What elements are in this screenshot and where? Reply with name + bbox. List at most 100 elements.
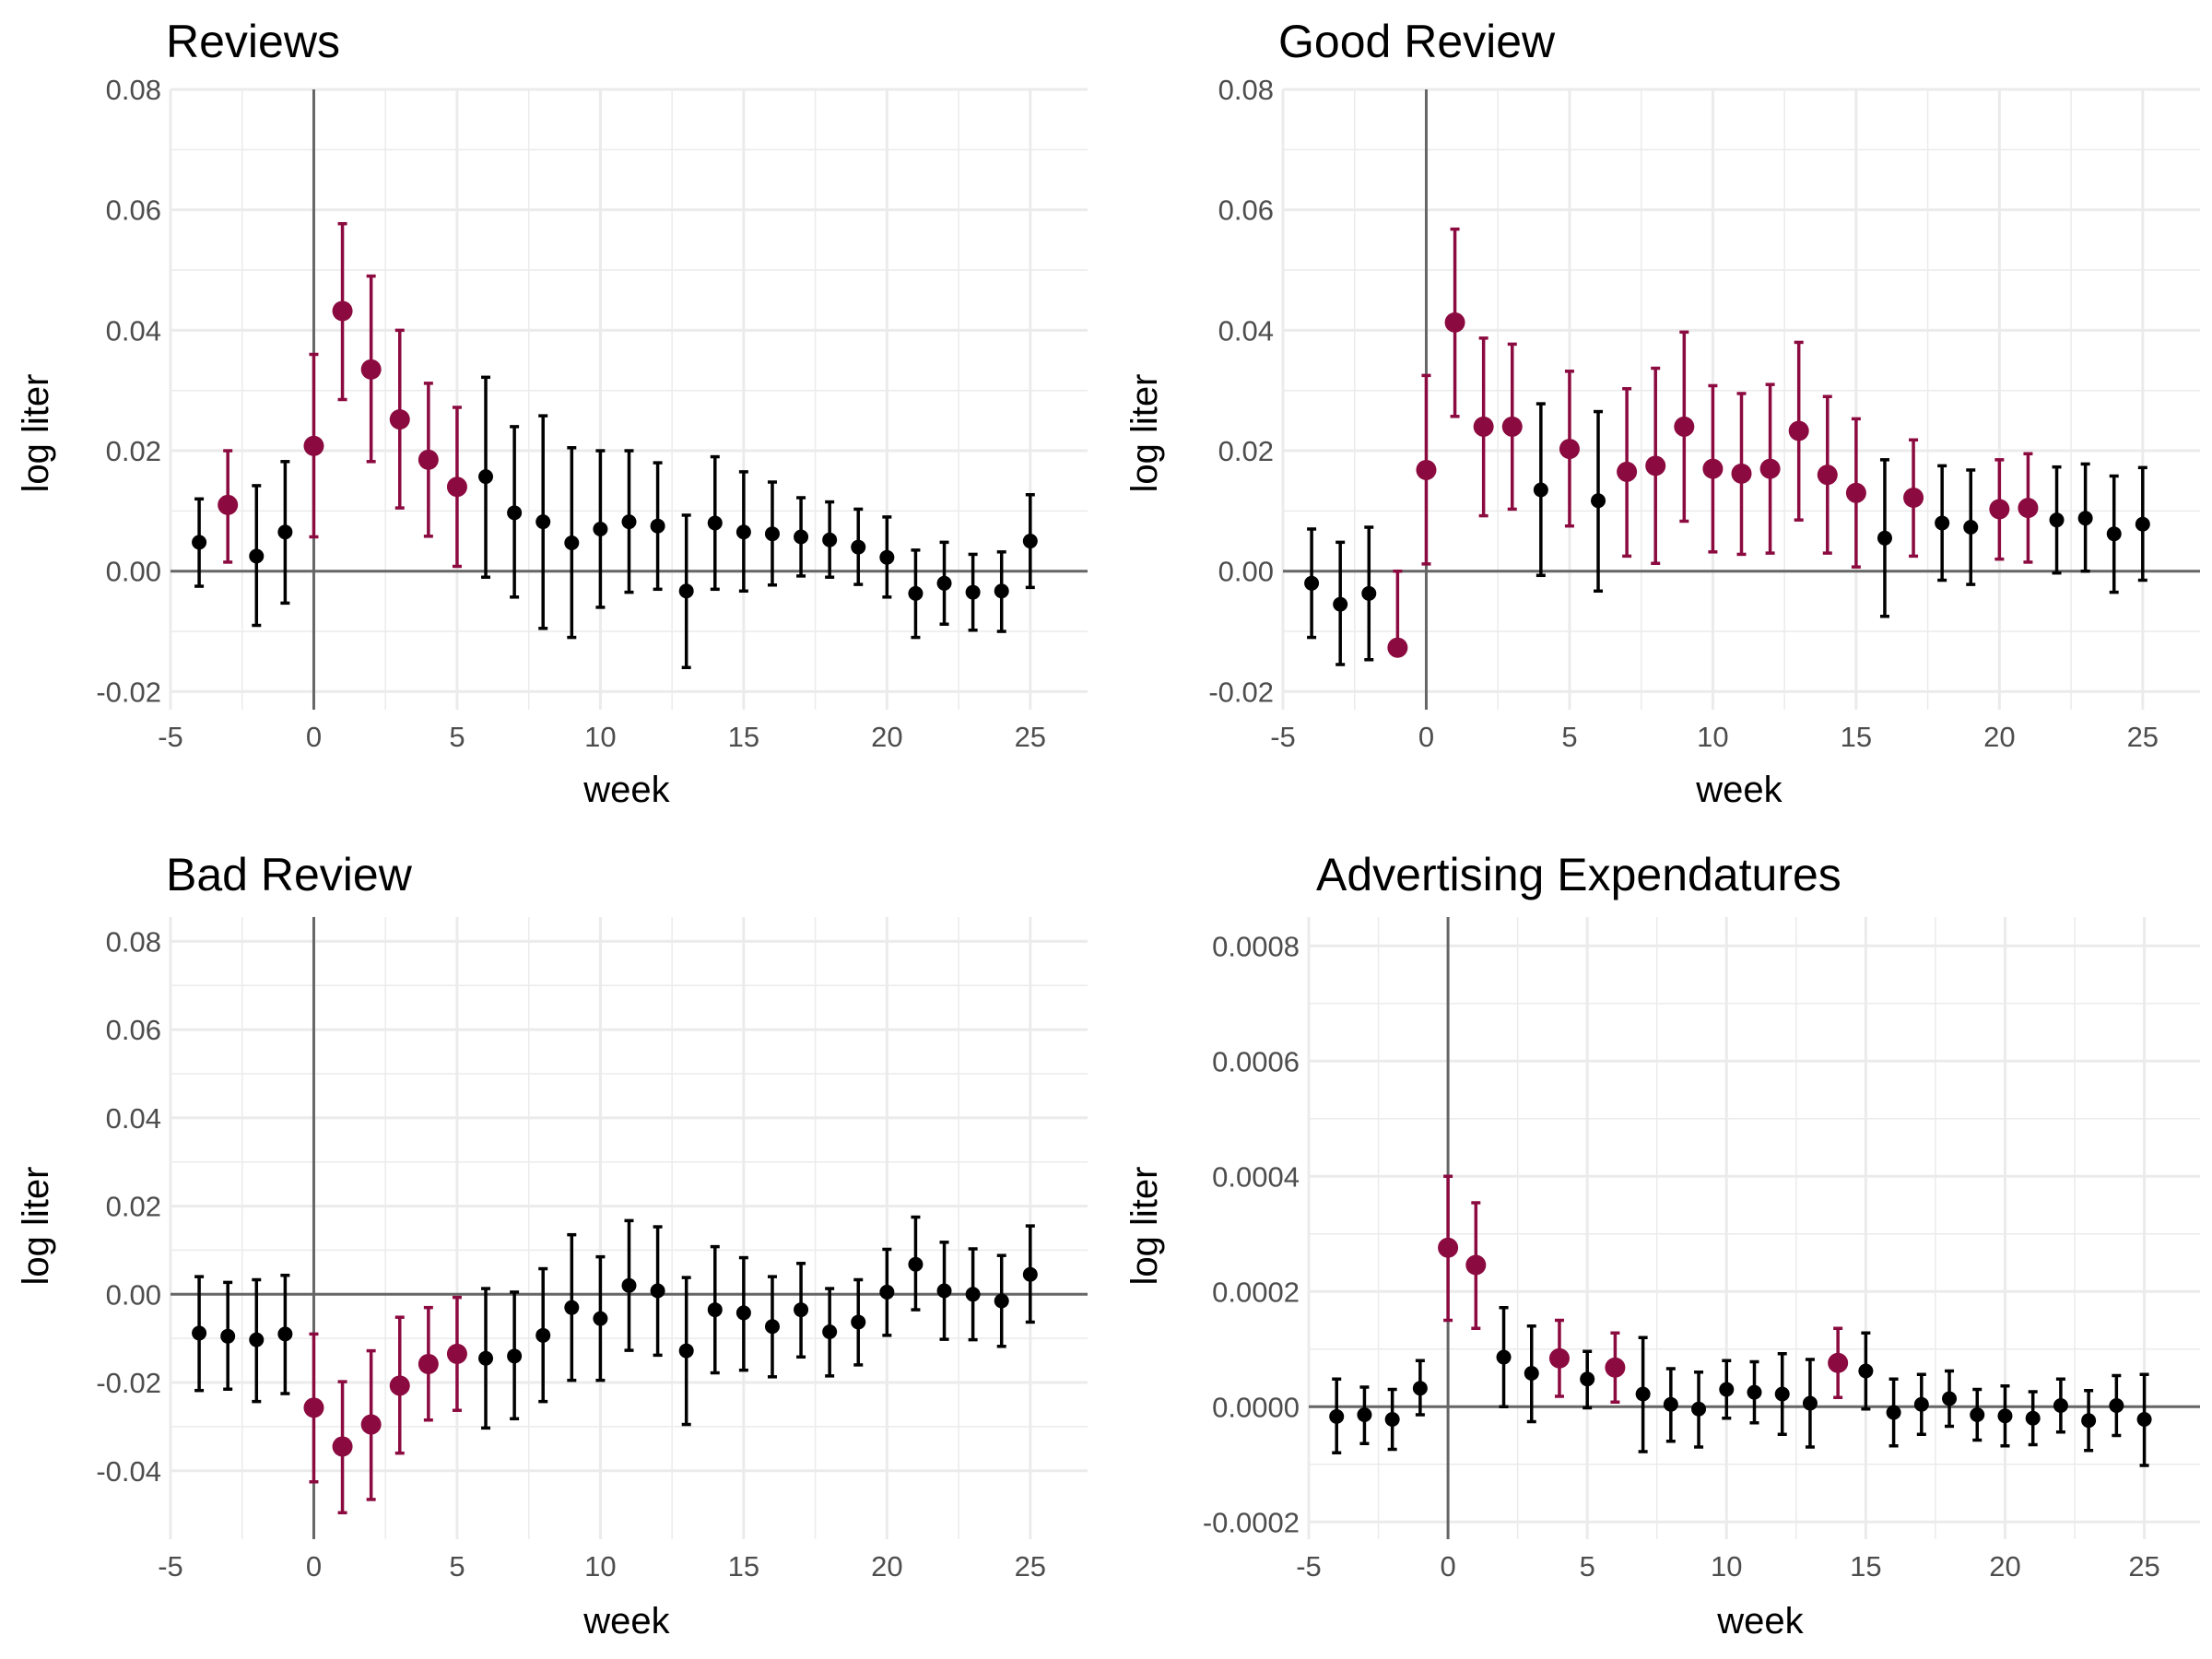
data-point-group <box>2106 474 2122 594</box>
point-estimate <box>303 1397 324 1418</box>
point-estimate <box>593 521 608 536</box>
y-axis-label: log liter <box>16 374 56 493</box>
panel-good-review: Good Review week log liter -5 0 5 10 15 20 25 -… <box>1124 16 2200 810</box>
point-estimate <box>564 535 580 551</box>
point-estimate <box>1022 534 1038 549</box>
data-point-group <box>1997 1384 2013 1448</box>
data-point-group <box>764 480 780 587</box>
point-estimate <box>332 300 353 322</box>
point-estimate <box>965 584 981 600</box>
point-estimate <box>1524 1366 1539 1381</box>
point-estimate <box>2077 511 2093 526</box>
point-estimate <box>2018 498 2039 519</box>
point-estimate <box>192 1325 207 1341</box>
y-tick-label: 0.02 <box>106 1191 161 1223</box>
point-estimate <box>936 1283 952 1299</box>
point-estimate <box>220 1328 236 1344</box>
point-estimate <box>249 1332 265 1347</box>
data-point-group <box>1465 1201 1487 1330</box>
data-point-group <box>735 1255 751 1372</box>
point-estimate <box>851 539 866 555</box>
data-point-group <box>1719 1359 1735 1420</box>
y-tick-label: 0.0004 <box>1212 1160 1300 1193</box>
point-estimate <box>1886 1405 1901 1420</box>
data-point-group <box>564 446 580 640</box>
data-point-group <box>2136 1372 2152 1467</box>
point-estimate <box>1963 520 1979 535</box>
point-estimate <box>1333 596 1348 612</box>
y-tick-label: -0.02 <box>96 1367 161 1399</box>
point-estimate <box>2136 1412 2152 1427</box>
point-estimate <box>707 515 723 531</box>
data-point-group <box>535 1266 551 1404</box>
x-tick-label: 10 <box>584 1550 616 1583</box>
point-estimate <box>2049 512 2065 528</box>
data-point-group <box>1774 1352 1790 1436</box>
data-point-group <box>1496 1306 1512 1408</box>
data-point-group <box>1963 468 1979 586</box>
point-estimate <box>1580 1371 1595 1387</box>
data-point-group <box>621 449 637 594</box>
point-estimate <box>621 1277 637 1293</box>
data-point-group <box>1886 1377 1901 1448</box>
data-point-group <box>478 1287 494 1430</box>
point-estimate <box>1635 1386 1651 1402</box>
data-point-group <box>192 497 207 588</box>
data-point-group <box>1645 366 1666 565</box>
data-point-group <box>1591 409 1606 594</box>
point-estimate <box>851 1314 866 1330</box>
data-point-group <box>1802 1358 1818 1449</box>
point-estimate <box>1702 458 1724 479</box>
x-tick-label: 5 <box>449 1550 465 1583</box>
data-point-group <box>1605 1331 1626 1404</box>
data-point-group <box>936 1241 952 1341</box>
data-point-group <box>879 1247 895 1337</box>
point-estimate <box>735 1305 751 1321</box>
data-point-group <box>277 1273 293 1395</box>
point-estimate <box>1942 1391 1958 1406</box>
data-point-group <box>2049 465 2065 575</box>
data-point-group <box>936 540 952 626</box>
data-point-group <box>1759 382 1781 555</box>
point-estimate <box>1304 575 1320 591</box>
y-tick-label: -0.02 <box>96 676 161 708</box>
point-estimate <box>650 1283 665 1299</box>
point-estimate <box>593 1311 608 1326</box>
data-point-group <box>707 454 723 592</box>
data-point-group <box>735 470 751 594</box>
data-point-group <box>994 550 1009 633</box>
x-tick-label: 5 <box>1561 721 1577 753</box>
data-point-group <box>1548 1318 1570 1398</box>
data-point-group <box>507 425 523 599</box>
data-point-group <box>1329 1377 1345 1454</box>
point-estimate <box>1663 1396 1678 1412</box>
data-point-group <box>389 328 410 510</box>
y-axis-label: log liter <box>16 1167 56 1286</box>
point-estimate <box>303 435 324 456</box>
y-tick-label: 0.00 <box>106 556 161 588</box>
data-point-group <box>192 1275 207 1393</box>
data-point-group <box>678 1276 694 1427</box>
x-tick-label: 20 <box>1989 1550 2020 1583</box>
data-point-group <box>220 1280 236 1391</box>
x-axis-label: week <box>582 1601 670 1641</box>
point-estimate <box>1788 420 1809 441</box>
point-estimate <box>389 1375 410 1396</box>
data-point-group <box>2077 462 2093 573</box>
data-point-group <box>1022 1224 1038 1324</box>
x-tick-label: 0 <box>1418 721 1434 753</box>
y-tick-label: 0.02 <box>106 435 161 467</box>
data-point-group <box>1580 1349 1595 1410</box>
y-tick-label: 0.0008 <box>1212 930 1300 962</box>
point-estimate <box>1444 312 1465 333</box>
point-estimate <box>1384 1412 1400 1427</box>
data-point-group <box>851 507 866 586</box>
y-tick-label: 0.08 <box>106 74 161 106</box>
y-tick-label: 0.0000 <box>1212 1391 1300 1423</box>
point-estimate <box>360 1414 382 1435</box>
point-estimate <box>2106 526 2122 542</box>
data-point-group <box>1702 383 1724 554</box>
point-estimate <box>822 532 838 547</box>
data-point-group <box>2135 465 2150 582</box>
y-tick-label: 0.04 <box>106 1102 161 1135</box>
